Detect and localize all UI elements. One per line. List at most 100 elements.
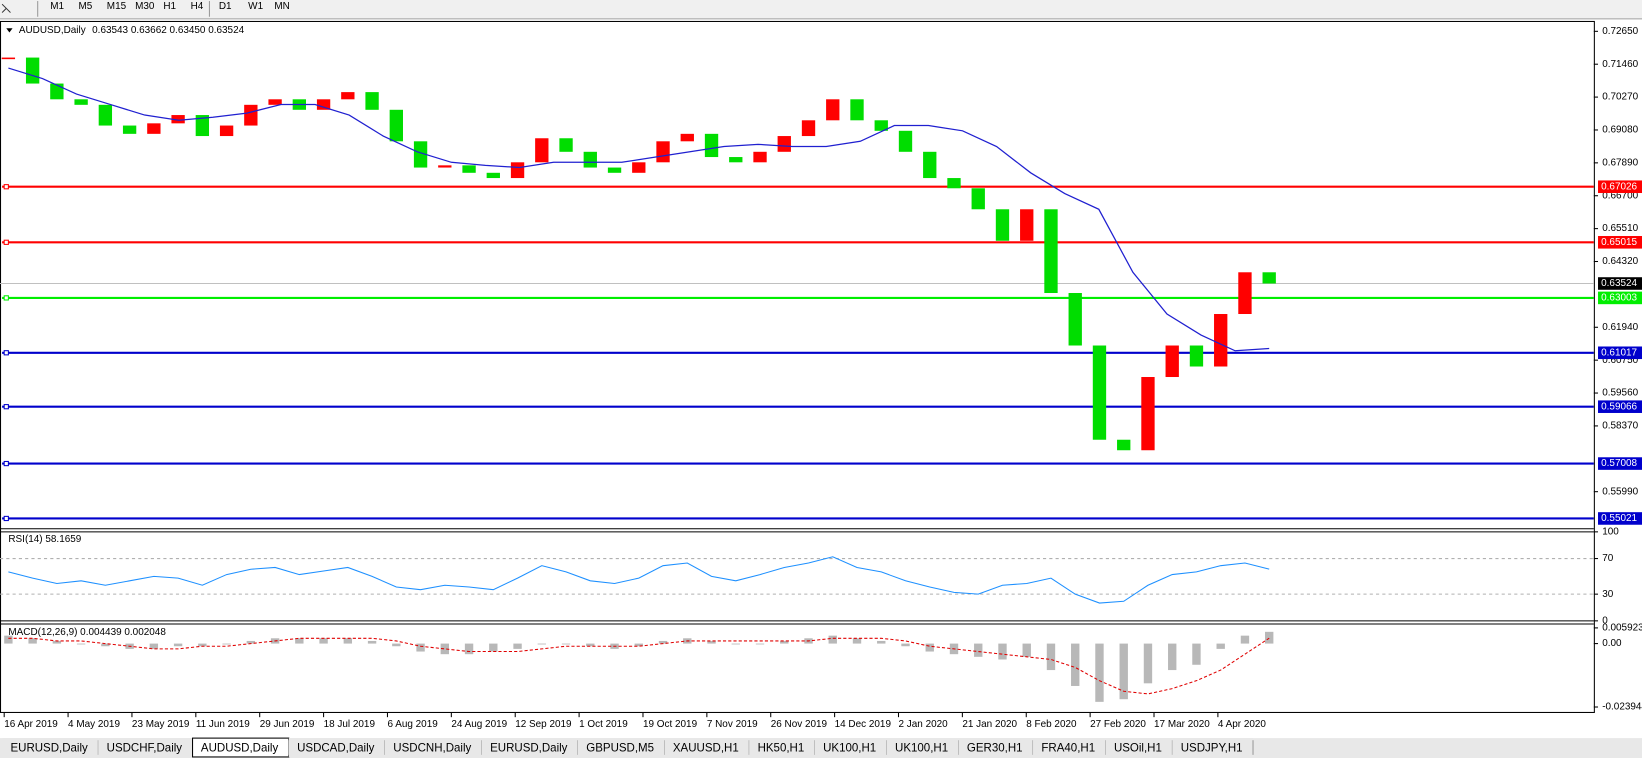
candle — [1189, 345, 1204, 367]
tab[interactable] — [2, 738, 99, 757]
tab-label[interactable]: FRA40,H1 — [1041, 743, 1095, 755]
candle — [850, 99, 864, 121]
macd-bar — [173, 643, 183, 647]
macd-bar — [416, 643, 425, 652]
tab-label[interactable]: USDJPY,H1 — [1181, 743, 1243, 755]
candle — [1238, 272, 1252, 315]
rsi-tick-label: 0 — [1602, 615, 1608, 626]
tab-label[interactable]: UK100,H1 — [895, 743, 948, 755]
timeframe-button[interactable]: H4 — [191, 1, 204, 12]
timeframe-button[interactable]: MN — [274, 1, 289, 12]
candle — [535, 138, 549, 163]
tab[interactable] — [1105, 738, 1173, 757]
level-label-box — [1598, 346, 1642, 360]
rsi-tick-label: 70 — [1602, 553, 1614, 564]
tab-label[interactable]: AUDUSD,Daily — [201, 743, 279, 755]
tab[interactable] — [577, 738, 665, 757]
tab-label[interactable]: USDCHF,Daily — [107, 743, 183, 755]
level-handle[interactable] — [3, 460, 9, 467]
timeframe-button[interactable]: M15 — [107, 1, 127, 12]
x-tick-label: 6 Aug 2019 — [387, 719, 438, 730]
candle — [1044, 209, 1058, 294]
chart-quote: 0.63543 0.63662 0.63450 0.63524 — [92, 25, 244, 36]
level-handle[interactable] — [3, 404, 9, 410]
macd-bar — [707, 640, 716, 644]
timeframe-button[interactable]: M1 — [50, 1, 64, 12]
tab[interactable] — [886, 738, 959, 757]
chart-frame — [0, 20, 1595, 713]
candle — [607, 167, 622, 173]
macd-bar — [1143, 643, 1153, 684]
rsi-tick-label: 100 — [1602, 526, 1619, 537]
tab[interactable] — [1172, 738, 1254, 757]
tab-label[interactable]: USDCAD,Daily — [297, 743, 375, 755]
tab-label[interactable]: GBPUSD,M5 — [586, 743, 654, 755]
macd-bar — [634, 643, 643, 647]
tab-label[interactable]: GER30,H1 — [967, 743, 1023, 755]
tab-label[interactable]: EURUSD,Daily — [490, 743, 568, 755]
candle — [1117, 439, 1131, 451]
y-tick-label: 0.64320 — [1602, 256, 1638, 267]
x-tick-label: 26 Nov 2019 — [771, 719, 828, 730]
tab[interactable] — [1033, 738, 1106, 757]
macd-tick-label: 0.00 — [1602, 638, 1622, 649]
moving-average — [8, 67, 1270, 352]
tab-label[interactable]: XAUUSD,H1 — [673, 743, 739, 755]
level-handle[interactable] — [3, 350, 9, 356]
x-tick-label: 24 Aug 2019 — [451, 719, 507, 730]
x-tick-label: 12 Sep 2019 — [515, 719, 572, 730]
candle — [947, 178, 961, 189]
chart-title: AUDUSD,Daily — [19, 25, 86, 36]
macd-bar — [343, 638, 353, 644]
chart-menu-arrow[interactable] — [6, 28, 13, 33]
tab[interactable] — [98, 738, 193, 757]
level-label-box — [1598, 512, 1642, 525]
macd-bar — [1265, 631, 1274, 644]
tab[interactable] — [384, 738, 482, 757]
macd-bar — [1240, 635, 1250, 644]
current-price-box — [1598, 277, 1642, 290]
tab[interactable] — [664, 738, 750, 757]
level-handle[interactable] — [3, 295, 9, 301]
level-label-box — [1598, 236, 1642, 249]
tab-label[interactable]: USOil,H1 — [1114, 743, 1162, 755]
y-tick-label: 0.65510 — [1602, 223, 1638, 234]
candle — [923, 151, 937, 179]
x-tick-label: 18 Jul 2019 — [324, 719, 376, 730]
macd-bar — [537, 643, 546, 645]
level-handle[interactable] — [3, 239, 9, 245]
tab-label[interactable]: USDCNH,Daily — [393, 743, 471, 755]
macd-bar — [1168, 643, 1177, 671]
timeframe-button[interactable]: D1 — [219, 1, 232, 12]
tab[interactable] — [481, 738, 578, 757]
macd-bar — [586, 643, 595, 647]
tab-label[interactable]: HK50,H1 — [758, 743, 805, 755]
macd-bar — [222, 643, 231, 645]
tab[interactable] — [288, 738, 385, 757]
tab-label[interactable]: UK100,H1 — [823, 743, 876, 755]
tab[interactable] — [814, 738, 887, 757]
tab[interactable] — [749, 738, 815, 757]
toolbar-icon[interactable] — [1, 3, 11, 13]
macd-bar — [1216, 643, 1225, 649]
tab-label[interactable]: EURUSD,Daily — [10, 743, 88, 755]
candle — [341, 92, 355, 100]
tab[interactable] — [958, 738, 1034, 757]
candle — [777, 136, 791, 152]
macd-bar — [319, 638, 328, 644]
level-handle[interactable] — [3, 184, 9, 190]
macd-bar — [1119, 643, 1128, 700]
candle — [874, 120, 888, 131]
timeframe-button[interactable]: W1 — [248, 1, 263, 12]
level-handle[interactable] — [3, 515, 9, 522]
candle — [1141, 377, 1155, 451]
rsi-tick-label: 30 — [1602, 589, 1614, 600]
y-tick-label: 0.69080 — [1602, 125, 1638, 136]
timeframe-button[interactable]: M5 — [79, 1, 93, 12]
macd-bar — [4, 635, 13, 644]
macd-signal — [8, 637, 1270, 695]
timeframe-button[interactable]: M30 — [135, 1, 155, 12]
candle — [462, 165, 476, 173]
timeframe-button[interactable]: H1 — [163, 1, 176, 12]
x-tick-label: 11 Jun 2019 — [196, 719, 250, 730]
